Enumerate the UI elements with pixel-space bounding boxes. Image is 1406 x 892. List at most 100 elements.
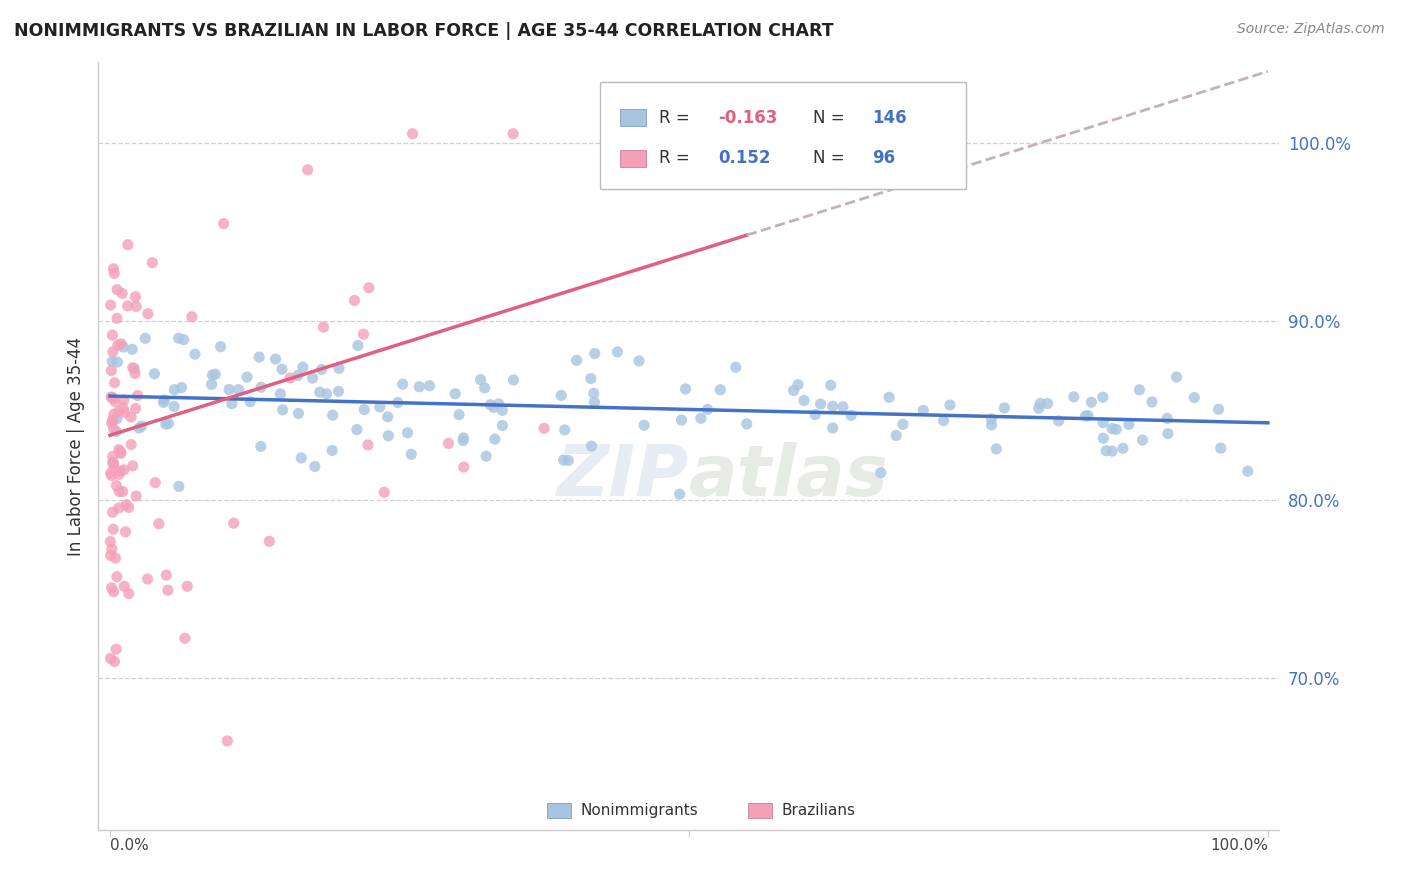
Point	[311, 362, 333, 376]
Point	[217, 734, 239, 748]
Point	[451, 434, 474, 448]
Point	[377, 409, 399, 424]
Point	[114, 524, 136, 539]
Point	[291, 360, 314, 375]
Point	[117, 237, 139, 252]
Point	[1208, 402, 1230, 417]
Point	[581, 439, 603, 453]
Point	[101, 505, 124, 519]
Point	[101, 413, 124, 427]
Point	[419, 378, 441, 392]
Point	[112, 340, 135, 354]
Point	[163, 400, 186, 414]
Point	[100, 549, 122, 563]
Point	[832, 400, 855, 414]
Point	[453, 460, 475, 475]
Point	[1182, 391, 1205, 405]
Point	[1029, 396, 1052, 410]
Point	[148, 516, 170, 531]
Bar	[748, 803, 772, 818]
Point	[290, 450, 312, 465]
Point	[108, 484, 131, 499]
Point	[105, 355, 128, 369]
Point	[491, 403, 513, 417]
Point	[986, 442, 1008, 456]
Point	[122, 361, 145, 376]
Point	[278, 371, 301, 385]
Point	[100, 390, 122, 404]
Point	[1074, 409, 1097, 423]
Text: ZIP: ZIP	[557, 442, 689, 511]
Point	[689, 411, 711, 425]
Point	[110, 446, 132, 460]
Point	[228, 383, 250, 397]
Point	[136, 307, 159, 321]
Point	[201, 368, 224, 383]
Text: N =: N =	[813, 149, 849, 168]
Point	[103, 458, 125, 472]
Point	[100, 416, 122, 430]
Point	[121, 343, 143, 357]
Point	[668, 487, 690, 501]
Point	[125, 489, 148, 503]
Point	[437, 436, 460, 450]
Point	[550, 388, 572, 402]
Point	[312, 320, 335, 334]
Point	[112, 579, 135, 593]
Point	[557, 453, 579, 467]
Text: 0.0%: 0.0%	[110, 838, 149, 854]
Point	[104, 551, 127, 566]
Point	[980, 417, 1002, 432]
Point	[839, 409, 862, 423]
Point	[259, 534, 281, 549]
Point	[155, 417, 177, 431]
Point	[120, 410, 142, 425]
Point	[1156, 411, 1178, 425]
Point	[932, 413, 955, 427]
Point	[112, 392, 135, 407]
Point	[118, 500, 141, 515]
Point	[1101, 444, 1123, 458]
Point	[357, 281, 380, 295]
Point	[810, 397, 832, 411]
Point	[236, 370, 259, 384]
Point	[1092, 416, 1115, 430]
Point	[820, 378, 842, 392]
Point	[101, 455, 124, 469]
Point	[125, 299, 148, 313]
Point	[155, 568, 177, 582]
Point	[453, 431, 475, 445]
Point	[353, 402, 375, 417]
Point	[449, 408, 471, 422]
Point	[633, 418, 655, 433]
Point	[152, 395, 174, 409]
Point	[322, 408, 344, 422]
Point	[377, 429, 399, 443]
Point	[271, 402, 294, 417]
Point	[1077, 409, 1099, 423]
Point	[156, 583, 179, 598]
Point	[709, 383, 731, 397]
Point	[105, 478, 128, 492]
Point	[180, 310, 202, 324]
Point	[104, 394, 127, 409]
Point	[1101, 422, 1123, 436]
Point	[105, 425, 128, 439]
Point	[1080, 395, 1102, 409]
Bar	[547, 803, 571, 818]
Point	[1112, 442, 1135, 456]
Point	[479, 398, 502, 412]
Point	[328, 361, 350, 376]
Point	[114, 405, 136, 419]
Point	[101, 328, 124, 343]
Point	[1128, 383, 1150, 397]
Text: 96: 96	[872, 149, 896, 168]
Point	[470, 373, 492, 387]
Point	[269, 387, 291, 401]
Point	[212, 217, 235, 231]
Point	[1036, 396, 1059, 410]
Point	[804, 408, 827, 422]
Point	[101, 450, 124, 464]
Point	[502, 373, 524, 387]
Point	[167, 331, 190, 345]
